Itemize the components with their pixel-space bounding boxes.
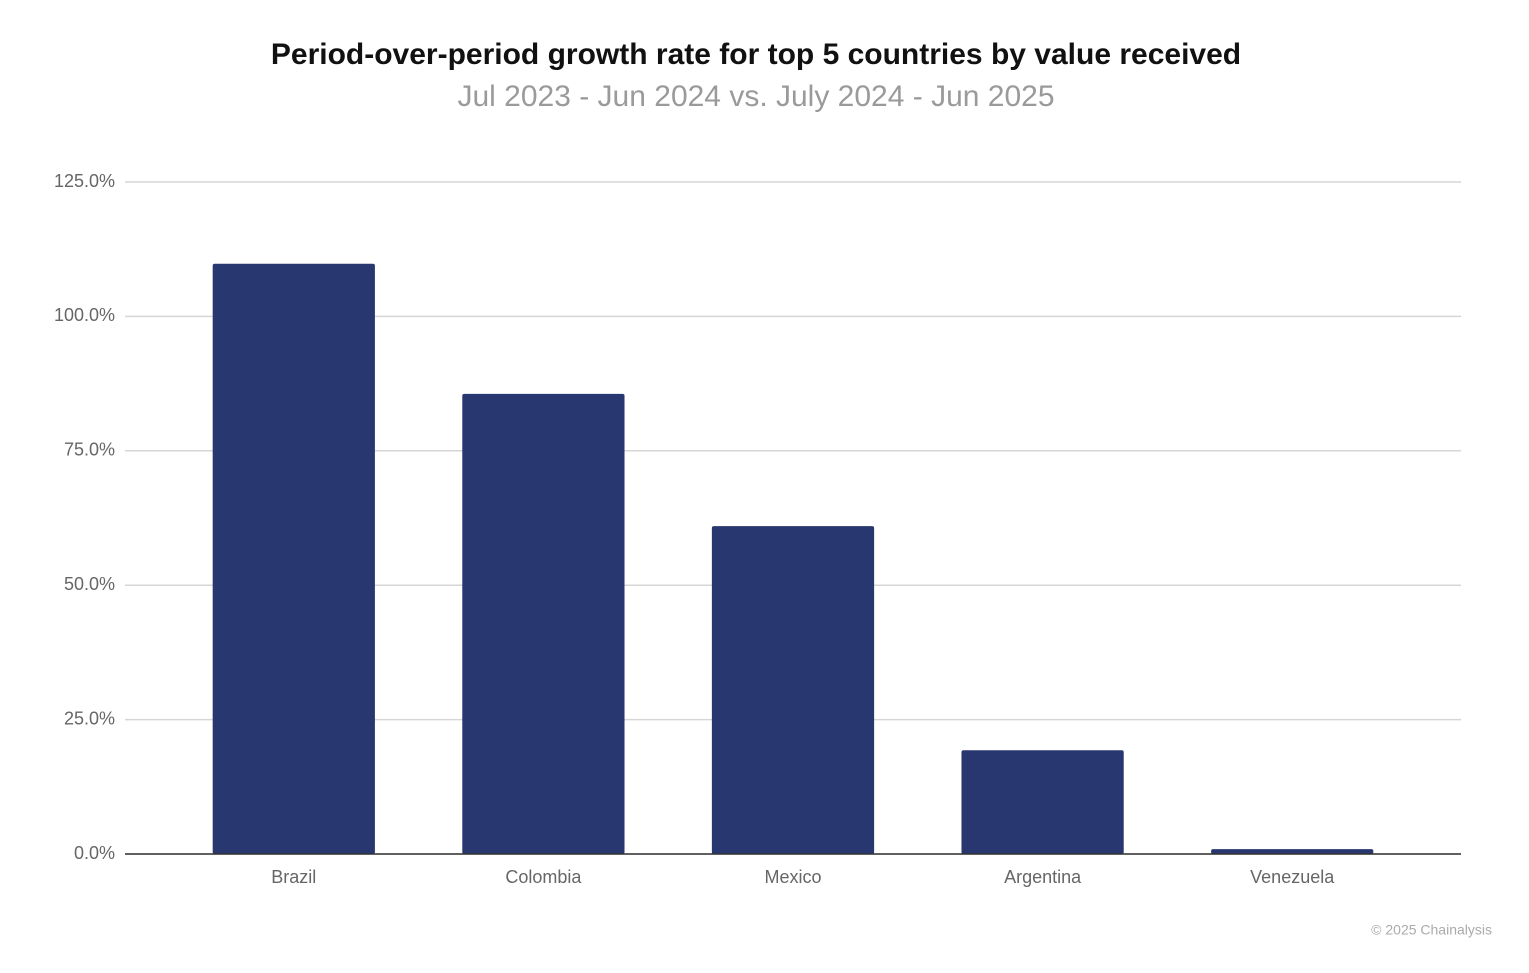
x-tick-label: Colombia	[505, 867, 582, 887]
y-tick-label: 50.0%	[64, 574, 115, 594]
y-tick-label: 75.0%	[64, 440, 115, 460]
bar	[1211, 849, 1374, 854]
bar	[212, 263, 375, 854]
y-tick-label: 125.0%	[54, 171, 115, 191]
chart-title: Period-over-period growth rate for top 5…	[271, 38, 1241, 71]
bar	[711, 526, 875, 854]
chart-subtitle: Jul 2023 - Jun 2024 vs. July 2024 - Jun …	[457, 80, 1054, 113]
y-tick-label: 0.0%	[74, 843, 115, 863]
x-tick-label: Mexico	[764, 867, 821, 887]
x-tick-label: Brazil	[271, 867, 316, 887]
bar	[961, 750, 1124, 854]
credit: © 2025 Chainalysis	[1371, 922, 1492, 938]
y-tick-label: 100.0%	[54, 305, 115, 325]
x-tick-label: Venezuela	[1250, 867, 1335, 887]
bar	[462, 393, 625, 854]
x-tick-label: Argentina	[1004, 867, 1082, 887]
y-tick-label: 25.0%	[64, 708, 115, 728]
